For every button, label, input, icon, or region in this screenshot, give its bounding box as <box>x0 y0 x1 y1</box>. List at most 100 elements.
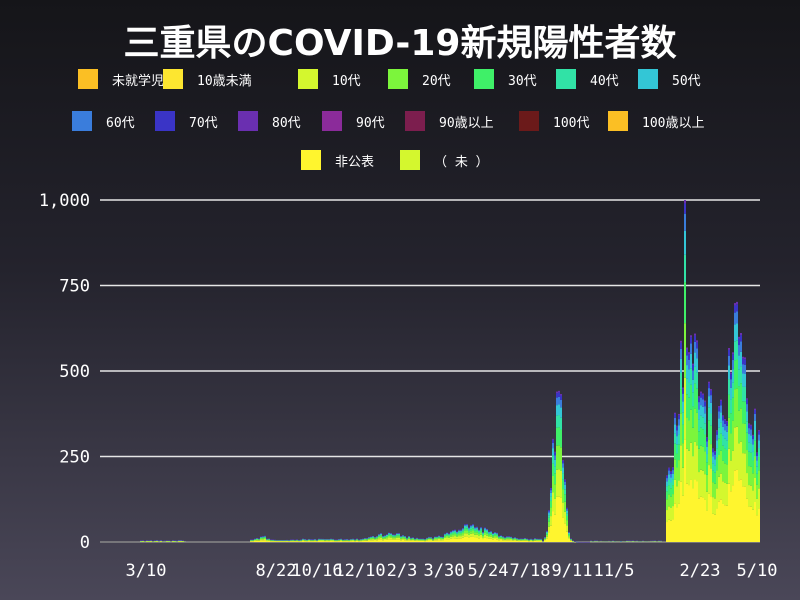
bar-segment <box>478 536 480 539</box>
bar-segment <box>558 390 560 393</box>
bar-segment <box>508 539 510 541</box>
bar-segment <box>674 503 676 542</box>
bar-segment <box>726 505 728 542</box>
bar-segment <box>308 540 310 542</box>
bar-segment <box>290 541 292 542</box>
bar-segment <box>434 540 436 542</box>
bar-segment <box>748 466 750 486</box>
bar-segment <box>700 445 702 470</box>
bar-segment <box>690 335 692 338</box>
bar-segment <box>750 429 752 436</box>
bar-segment <box>530 540 532 542</box>
bar-segment <box>724 448 726 464</box>
bar-segment <box>368 538 370 540</box>
bar-segment <box>432 540 434 541</box>
bar-segment <box>756 515 758 542</box>
bar-segment <box>262 538 264 540</box>
bar-segment <box>556 415 558 428</box>
bar-segment <box>398 533 400 535</box>
bar-segment <box>452 532 454 535</box>
bar-segment <box>698 409 700 420</box>
bar-segment <box>500 536 502 538</box>
bar-segment <box>690 479 692 542</box>
bar-segment <box>692 392 694 407</box>
bar-segment <box>328 540 330 542</box>
bar-segment <box>390 537 392 540</box>
bar-segment <box>474 528 476 530</box>
bar-segment <box>706 510 708 542</box>
bar-segment <box>356 540 358 541</box>
bar-segment <box>392 535 394 537</box>
bar-segment <box>444 539 446 542</box>
bar-segment <box>738 410 740 444</box>
bar-segment <box>560 447 562 471</box>
bar-segment <box>678 415 680 420</box>
bar-segment <box>704 474 706 500</box>
legend-item: 60代 <box>72 110 135 132</box>
bar-segment <box>730 372 732 375</box>
bar-segment <box>704 406 706 414</box>
bar-segment <box>508 537 510 539</box>
bar-segment <box>676 444 678 454</box>
bar-segment <box>684 439 686 542</box>
bar-segment <box>482 533 484 535</box>
bar-segment <box>674 424 676 434</box>
bar-segment <box>696 372 698 389</box>
bar-segment <box>376 540 378 542</box>
bar-segment <box>744 453 746 487</box>
bar-segment <box>486 532 488 534</box>
bar-segment <box>552 455 554 464</box>
bar-segment <box>726 425 728 432</box>
bar-segment <box>414 540 416 541</box>
bar-segment <box>408 537 410 539</box>
bar-segment <box>538 541 540 542</box>
legend-item: 20代 <box>388 68 451 90</box>
bar-segment <box>688 397 690 421</box>
bar-segment <box>710 413 712 426</box>
bar-segment <box>178 541 180 542</box>
bar-segment <box>702 429 704 447</box>
bar-segment <box>696 342 698 349</box>
bar-segment <box>564 481 566 485</box>
bar-segment <box>446 533 448 535</box>
bar-segment <box>694 352 696 367</box>
bar-segment <box>684 254 686 283</box>
bar-segment <box>548 513 550 516</box>
bar-segment <box>434 539 436 541</box>
bar-segment <box>416 540 418 541</box>
bar-segment <box>748 506 750 542</box>
bar-segment <box>410 539 412 541</box>
bar-segment <box>448 534 450 536</box>
bar-segment <box>362 540 364 542</box>
bar-segment <box>304 540 306 542</box>
legend-item: 30代 <box>474 68 537 90</box>
bar-segment <box>686 349 688 356</box>
bar-segment <box>448 535 450 537</box>
bar-segment <box>486 535 488 539</box>
bar-segment <box>422 539 424 541</box>
bar-segment <box>496 537 498 540</box>
bar-segment <box>470 525 472 527</box>
bar-segment <box>736 469 738 542</box>
bar-segment <box>440 539 442 541</box>
bar-segment <box>698 498 700 542</box>
bar-segment <box>746 450 748 474</box>
bar-segment <box>704 400 706 402</box>
bar-segment <box>706 446 708 454</box>
bar-segment <box>732 397 734 421</box>
bar-segment <box>716 488 718 509</box>
bar-segment <box>724 482 726 506</box>
x-tick-label: 9/11 <box>552 561 593 581</box>
bar-segment <box>676 486 678 508</box>
bar-segment <box>488 532 490 534</box>
bar-segment <box>370 537 372 539</box>
bar-segment <box>494 533 496 535</box>
bar-segment <box>524 540 526 542</box>
bar-segment <box>544 540 546 542</box>
bar-segment <box>676 426 678 431</box>
bar-segment <box>568 532 570 533</box>
bar-segment <box>446 534 448 536</box>
bar-segment <box>452 530 454 532</box>
bar-segment <box>696 412 698 446</box>
bar-segment <box>532 541 534 542</box>
